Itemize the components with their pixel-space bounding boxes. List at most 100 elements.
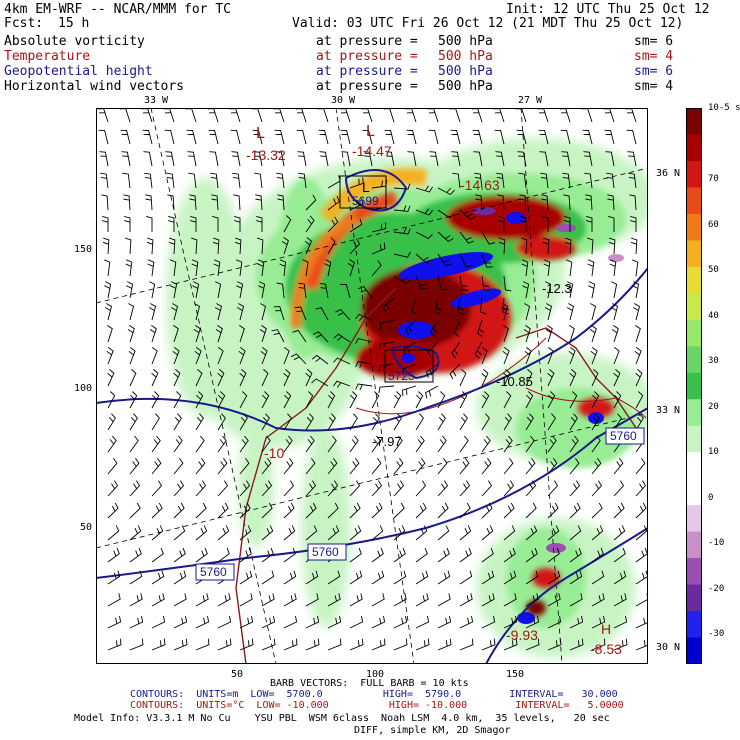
wind-barb [129,413,138,431]
wind-barb [459,253,472,268]
wind-barb [415,413,424,431]
wind-barb [107,570,121,585]
wind-barb [411,297,417,315]
colorbar-swatch [686,425,702,453]
wind-barb [305,638,320,651]
wind-barb [151,435,161,453]
wind-barb [393,615,408,629]
wind-barb [107,369,115,387]
wind-barb [107,458,118,475]
wind-barb [273,306,285,321]
wind-barb [459,413,468,431]
wind-barb [193,325,201,343]
wind-barb [459,391,468,409]
wind-barb [239,369,247,387]
wind-barb [635,325,641,343]
wind-barb [569,480,581,497]
wind-barb [172,347,180,365]
wind-barb [192,281,200,299]
wind-barb [402,363,417,376]
wind-barb [525,369,533,387]
forecast-label: Fcst: [4,16,44,31]
wind-barb [146,215,153,232]
low-marker: L [366,123,375,140]
wind-barb [415,570,429,585]
wind-barb [128,303,135,321]
wind-barb [371,242,386,255]
wind-barb [129,480,141,497]
wind-barb [236,259,243,277]
wind-barb [547,593,561,607]
wind-barb [582,129,593,145]
wind-barb [425,385,439,399]
wind-barb [173,435,183,453]
wind-barb [415,231,433,240]
wind-barb [542,237,550,255]
low-marker: L [362,179,370,195]
wind-barb [613,593,627,607]
colorbar-swatch [686,452,702,480]
wind-barb [349,502,361,519]
wind-barb [371,480,383,497]
wind-barb [481,547,494,563]
wind-barb [407,151,417,167]
wind-barb [393,251,411,258]
wind-barb [173,593,187,607]
field-name-vorticity: Absolute vorticity [4,34,145,49]
wind-barb [173,369,181,387]
wind-barb [166,172,175,189]
wind-barb [230,129,241,145]
wind-barb [371,435,381,453]
height-contour-legend: CONTOURS: UNITS=m LOW= 5700.0 HIGH= 5790… [130,689,618,700]
colorbar-label: 70 [708,174,719,184]
wind-barb [151,525,164,541]
wind-barb [547,525,560,541]
wind-barb [525,435,535,453]
wind-barb [425,363,439,378]
wind-barb [217,480,229,497]
wind-barb [503,502,515,519]
temperature-contours [355,337,647,419]
wind-barb [349,547,362,563]
wind-barb [437,435,447,453]
wind-barb [298,282,307,299]
wind-barb [120,129,131,145]
wind-barb [503,413,512,431]
colorbar-swatch [686,558,702,586]
wind-barb [107,325,113,343]
wind-barb [260,347,268,365]
colorbar-label: 50 [708,265,719,275]
wind-barb [211,194,219,211]
wind-barb [379,319,395,330]
wind-barb [562,172,571,189]
wind-barb [125,259,133,277]
wind-barb [327,480,339,497]
wind-barb [151,615,166,629]
wind-barb [481,525,494,541]
colorbar-label: -10 [708,538,725,548]
wind-barb [415,391,424,409]
field-sm-vorticity: sm= 6 [634,34,674,49]
wind-barb [437,275,448,291]
wind-barb [217,593,231,607]
colorbar-swatch [686,399,702,427]
wind-barb [349,638,364,651]
wind-barb [347,259,355,277]
wind-barb [566,259,573,277]
wind-barb [129,615,144,629]
wind-barb [164,129,175,145]
wind-barb [547,502,559,519]
temp-label: -12.3 [542,281,572,296]
field-name-height: Geopotential height [4,64,153,79]
wind-barb [547,547,560,563]
field-sm-wind: sm= 4 [634,79,674,94]
wind-barb [327,638,342,651]
wind-barb [635,391,644,409]
wind-barb [591,435,601,453]
wind-barb [591,638,606,651]
wind-barb [239,593,253,607]
wind-barb [261,391,270,409]
wind-barb [355,383,373,391]
height-box: 5699 [352,194,379,208]
wind-barb [452,172,461,189]
